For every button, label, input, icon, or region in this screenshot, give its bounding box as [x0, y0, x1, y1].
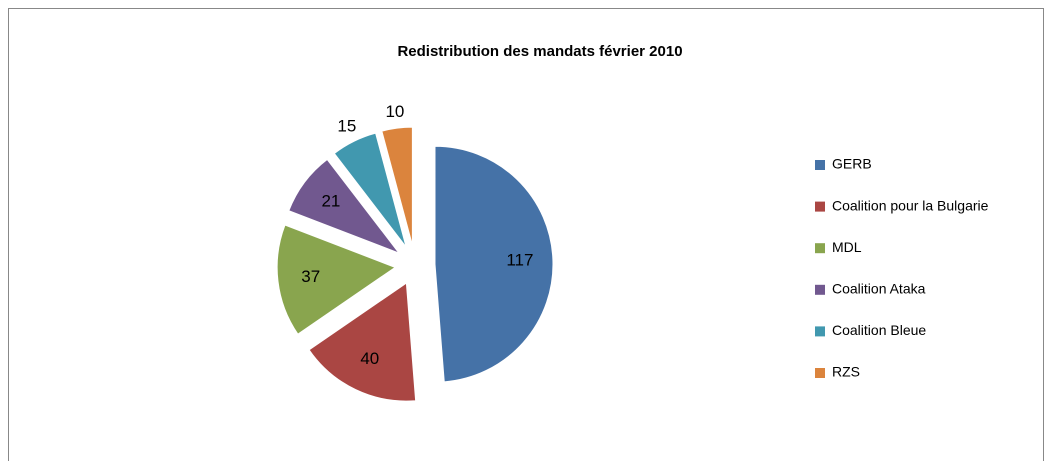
legend-label: Coalition Ataka — [832, 281, 926, 297]
legend-label: RZS — [832, 364, 860, 380]
legend-swatch — [815, 160, 825, 170]
legend-swatch — [815, 243, 825, 254]
data-label: 40 — [360, 349, 379, 368]
pie-slice — [381, 126, 413, 246]
data-label: 117 — [506, 250, 533, 269]
pie-slice — [308, 282, 417, 402]
chart-title: Redistribution des mandats février 2010 — [397, 43, 682, 60]
legend-label: Coalition Bleue — [832, 322, 926, 338]
pie-slice — [288, 158, 401, 255]
legend-label: MDL — [832, 239, 862, 255]
pie-slice — [434, 145, 554, 383]
legend-swatch — [815, 326, 825, 337]
legend-swatch — [815, 201, 825, 212]
data-label: 15 — [337, 116, 356, 135]
data-label: 37 — [301, 267, 320, 286]
pie-slice — [333, 132, 407, 248]
data-label: 21 — [321, 192, 340, 211]
legend-swatch — [815, 368, 825, 378]
data-label: 10 — [385, 102, 404, 121]
legend-label: GERB — [832, 156, 872, 172]
pie-slice — [276, 224, 397, 335]
legend-label: Coalition pour la Bulgarie — [832, 197, 989, 213]
legend-swatch — [815, 284, 825, 295]
